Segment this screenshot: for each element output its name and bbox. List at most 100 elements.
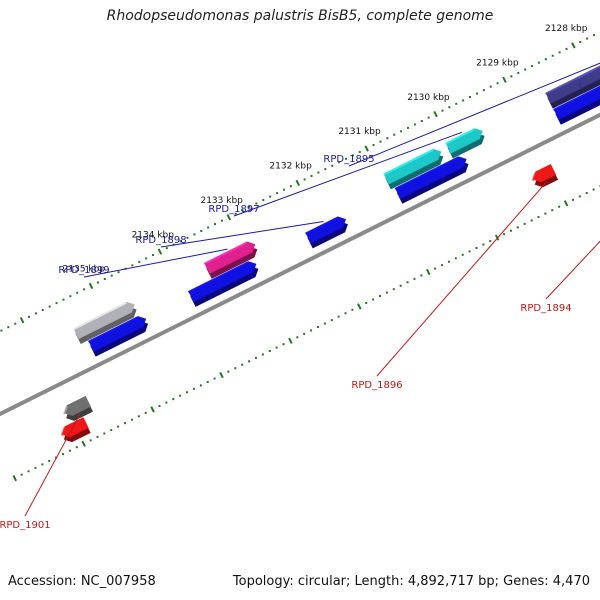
minor-tick xyxy=(28,315,31,318)
minor-tick xyxy=(517,71,520,74)
minor-tick xyxy=(330,319,333,322)
gene-rpd-1896 xyxy=(531,163,559,188)
accession-label: Accession: NC_007958 xyxy=(8,574,156,589)
minor-tick xyxy=(62,298,65,301)
minor-tick xyxy=(317,171,320,174)
major-tick xyxy=(288,337,293,344)
minor-tick xyxy=(523,222,526,225)
minor-tick xyxy=(137,415,140,418)
minor-tick xyxy=(489,85,492,88)
major-tick xyxy=(571,42,576,49)
leader-line xyxy=(545,240,600,300)
minor-tick xyxy=(585,191,588,194)
minor-tick xyxy=(241,209,244,212)
minor-tick xyxy=(275,346,278,349)
minor-tick xyxy=(130,418,133,421)
major-tick xyxy=(502,76,507,83)
minor-tick xyxy=(344,312,347,315)
major-tick xyxy=(19,317,25,324)
minor-tick xyxy=(83,288,86,291)
tick-label: 2132 kbp xyxy=(269,162,312,172)
tick-label: 2131 kbp xyxy=(338,127,381,137)
gene-rpd-1901 xyxy=(63,395,93,421)
gene-arrow xyxy=(383,148,444,190)
minor-tick xyxy=(524,68,527,71)
minor-tick xyxy=(145,257,148,260)
minor-tick xyxy=(344,157,347,160)
minor-tick xyxy=(234,212,237,215)
minor-tick xyxy=(76,291,79,294)
major-tick xyxy=(563,200,569,207)
minor-tick xyxy=(468,250,471,253)
minor-tick xyxy=(96,281,99,284)
minor-tick xyxy=(62,453,65,456)
minor-tick xyxy=(351,154,354,157)
minor-tick xyxy=(34,312,37,315)
tick-label: 2135 kbp xyxy=(63,265,106,275)
minor-tick xyxy=(455,102,458,105)
gene-arrow xyxy=(187,261,259,307)
minor-tick xyxy=(551,54,554,57)
major-tick xyxy=(426,268,431,276)
minor-tick xyxy=(399,284,402,287)
gene-rpd-1899 xyxy=(203,241,258,279)
minor-tick xyxy=(144,411,147,414)
major-tick xyxy=(219,371,224,379)
minor-tick xyxy=(138,260,141,263)
inner-tick-ring xyxy=(12,185,600,482)
minor-tick xyxy=(530,219,533,222)
minor-tick xyxy=(165,401,168,404)
minor-tick xyxy=(303,332,306,335)
minor-tick xyxy=(571,198,574,201)
minor-tick xyxy=(441,109,444,112)
tick-label: 2128 kbp xyxy=(545,24,588,34)
minor-tick xyxy=(0,329,3,332)
minor-tick xyxy=(55,302,58,305)
gene-label: RPD_1894 xyxy=(520,303,571,314)
minor-tick xyxy=(586,37,589,40)
minor-tick xyxy=(413,123,416,126)
minor-tick xyxy=(551,209,554,212)
gene-rpd-1898 xyxy=(304,216,348,249)
minor-tick xyxy=(34,466,37,469)
minor-tick xyxy=(261,353,264,356)
minor-tick xyxy=(379,140,382,143)
tick-label: 2134 kbp xyxy=(132,230,175,240)
minor-tick xyxy=(482,89,485,92)
gene-rpd-1897 xyxy=(445,128,485,159)
tick-label: 2133 kbp xyxy=(200,196,243,206)
major-tick xyxy=(357,303,362,310)
minor-tick xyxy=(268,350,271,353)
minor-tick xyxy=(358,150,361,153)
minor-tick xyxy=(544,58,547,61)
minor-tick xyxy=(131,264,134,267)
leader-line xyxy=(24,414,81,517)
minor-tick xyxy=(351,308,354,311)
minor-tick xyxy=(269,195,272,198)
gene-label: RPD_1898 xyxy=(135,235,186,246)
minor-tick xyxy=(475,246,478,249)
minor-tick xyxy=(48,305,51,308)
minor-tick xyxy=(75,446,78,449)
minor-tick xyxy=(462,99,465,102)
minor-tick xyxy=(68,449,71,452)
minor-tick xyxy=(331,164,334,167)
minor-tick xyxy=(372,298,375,301)
minor-tick xyxy=(41,463,44,466)
minor-tick xyxy=(448,106,451,109)
minor-tick xyxy=(413,277,416,280)
major-tick xyxy=(88,282,94,290)
gene-features xyxy=(60,65,600,443)
genome-backbone xyxy=(0,112,600,417)
minor-tick xyxy=(592,188,595,191)
minor-tick xyxy=(254,356,257,359)
tick-label: 2129 kbp xyxy=(476,58,519,68)
minor-tick xyxy=(420,274,423,277)
minor-tick xyxy=(69,295,72,298)
minor-tick xyxy=(400,130,403,133)
minor-tick xyxy=(386,137,389,140)
minor-tick xyxy=(214,223,217,226)
gene-arrow xyxy=(60,417,91,443)
minor-tick xyxy=(179,240,182,243)
